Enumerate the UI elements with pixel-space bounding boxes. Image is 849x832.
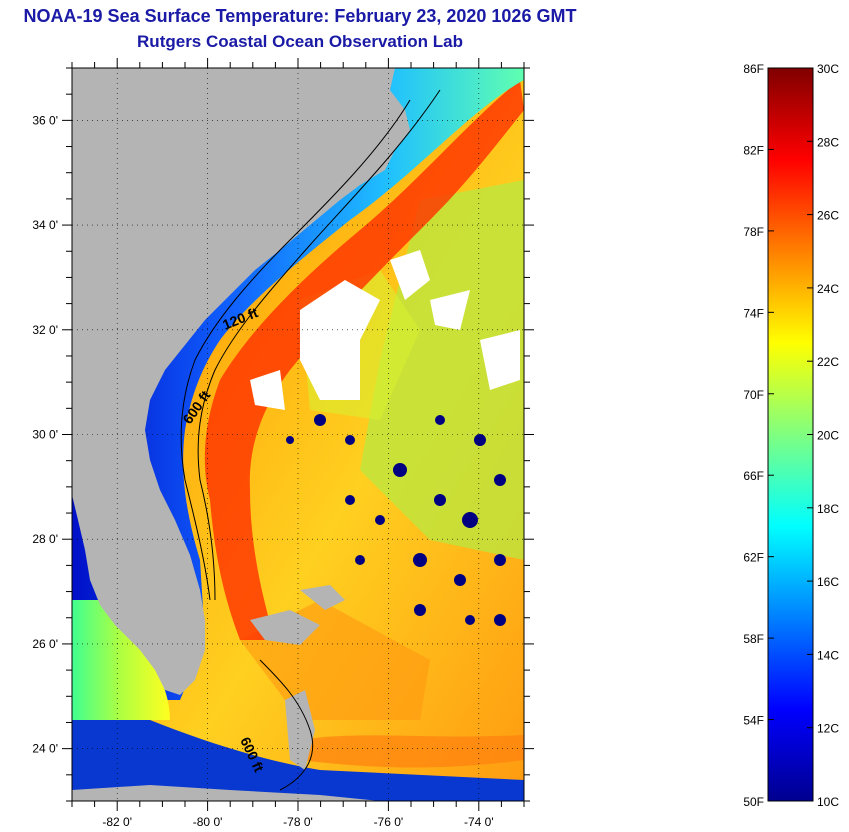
contour-120ft [180,99,411,601]
lat-tick-label: 34 0' [32,218,58,232]
colorbar-c-label: 22C [817,355,839,369]
colorbar-f-label: 82F [743,143,764,157]
colorbar-c-label: 28C [817,135,839,149]
colorbar-c-label: 24C [817,282,839,296]
colorbar-c-label: 30C [817,62,839,76]
cuba [72,785,380,801]
lat-tick-label: 28 0' [32,532,58,546]
lon-tick-label: -74 0' [464,815,494,829]
map-title: NOAA-19 Sea Surface Temperature: Februar… [23,6,577,26]
lon-tick-label: -76 0' [374,815,404,829]
lon-tick-label: -78 0' [283,815,313,829]
colorbar-c-label: 10C [817,795,839,809]
lat-lon-grid [72,68,524,801]
colorbar-f-label: 50F [743,795,764,809]
colorbar-c-label: 18C [817,502,839,516]
colorbar-f-label: 78F [743,225,764,239]
colorbar-c-label: 12C [817,722,839,736]
andros-island [285,690,315,770]
contour-600ft [197,89,441,601]
colorbar-c-label: 20C [817,429,839,443]
lat-tick-label: 36 0' [32,113,58,127]
colorbar-f-label: 66F [743,469,764,483]
colorbar-c-label: 14C [817,648,839,662]
lat-tick-label: 24 0' [32,742,58,756]
colorbar-c-label: 26C [817,209,839,223]
colorbar-f-label: 58F [743,632,764,646]
cloud-edges [286,414,506,626]
lon-tick-label: -80 0' [193,815,223,829]
lat-tick-label: 32 0' [32,323,58,337]
colorbar-f-label: 54F [743,714,764,728]
colorbar-f-label: 86F [743,62,764,76]
bahamas-island [250,610,320,645]
cloud-mask [250,250,520,410]
colorbar-gradient [767,67,814,802]
lat-tick-label: 30 0' [32,428,58,442]
colorbar-f-label: 70F [743,388,764,402]
colorbar-f-label: 74F [743,306,764,320]
land-mass [72,68,410,695]
map-subtitle: Rutgers Coastal Ocean Observation Lab [137,32,463,51]
colorbar-c-label: 16C [817,575,839,589]
lon-tick-label: -82 0' [102,815,132,829]
colorbar-f-label: 62F [743,551,764,565]
lat-tick-label: 26 0' [32,637,58,651]
